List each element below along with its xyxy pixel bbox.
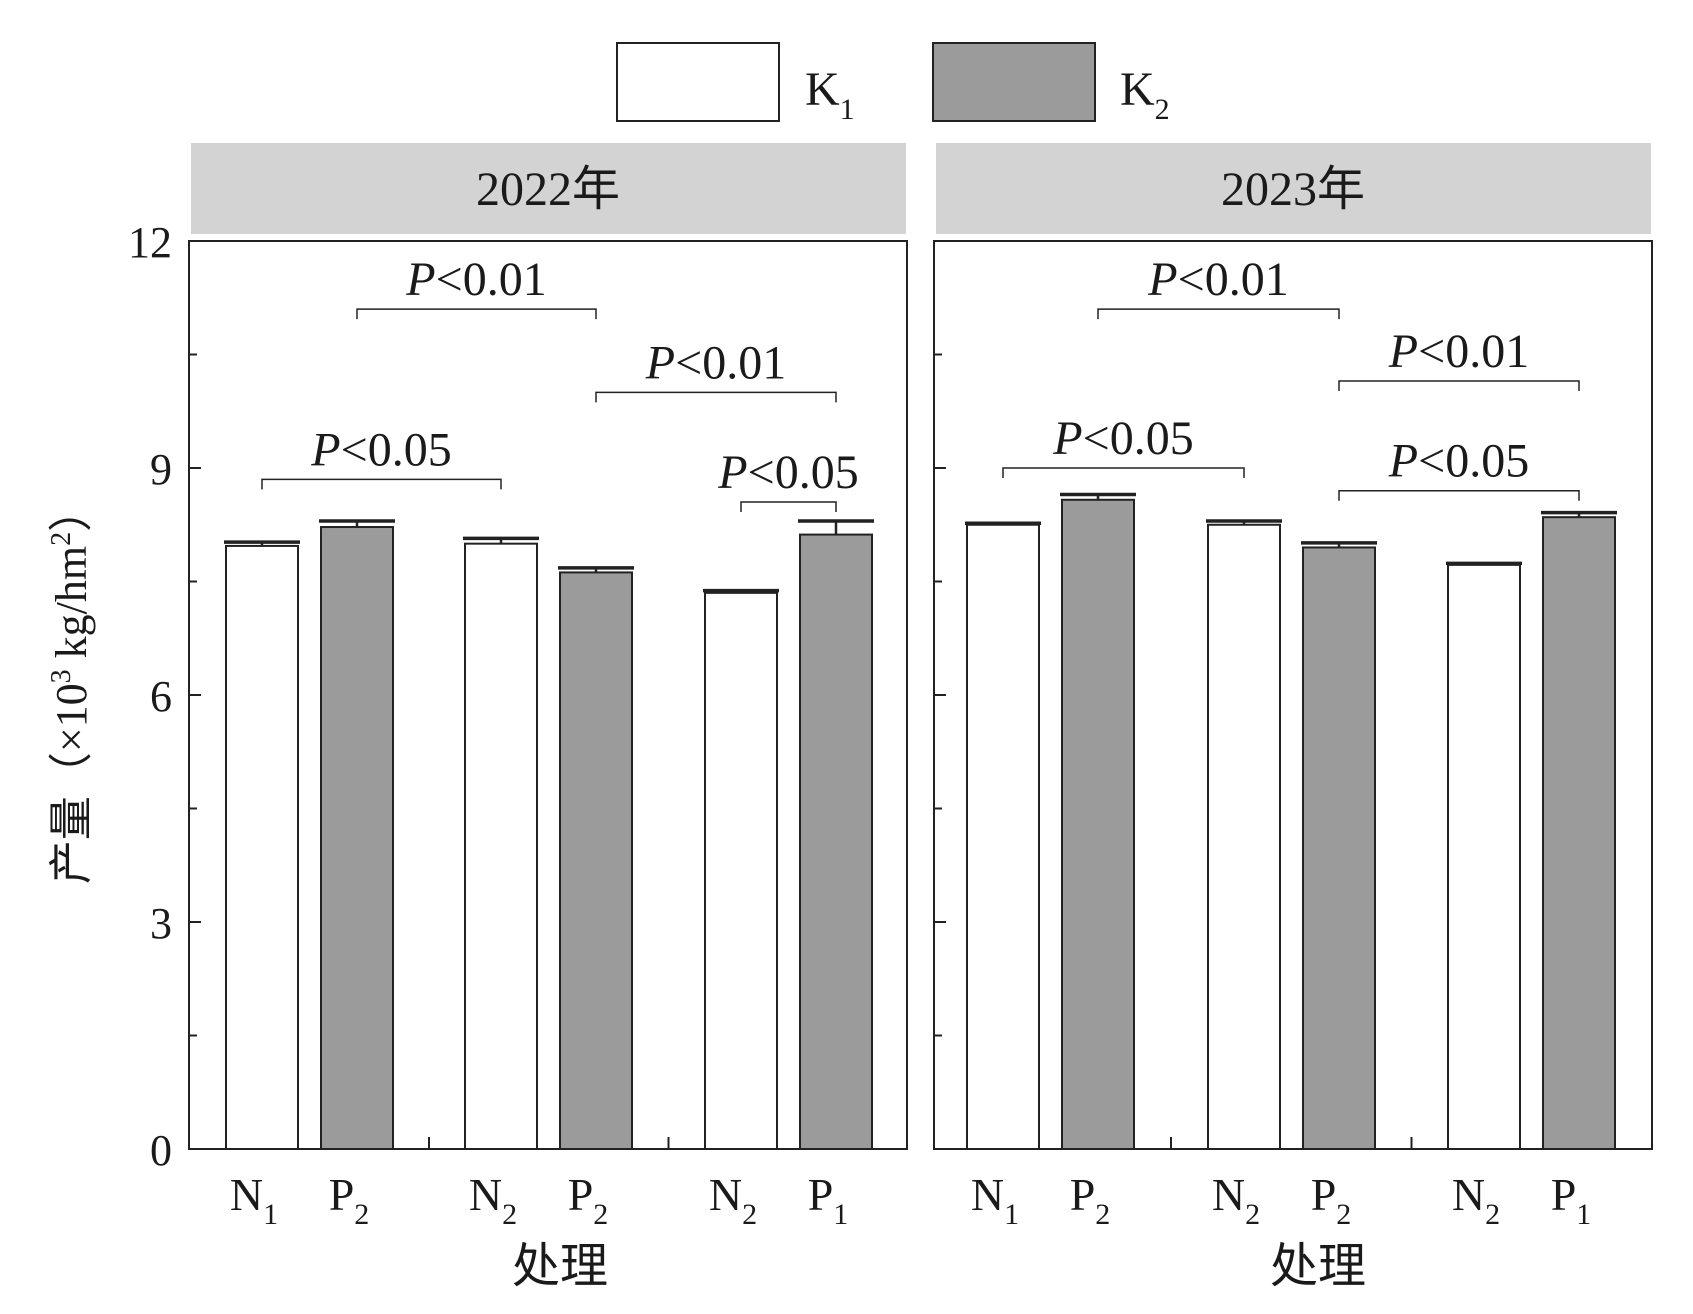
significance-label: P<0.01 [645,336,786,389]
y-axis-title: 产量（×103 kg/hm2） [46,488,96,884]
significance-label: P<0.05 [1052,412,1193,465]
y-ticks-2022 [189,240,670,1150]
significance-label: P<0.01 [1147,253,1288,306]
significance-brackets-2023: P<0.01 P<0.01 P<0.05 P<0.05 [1002,253,1580,501]
y-tick-label: 12 [128,218,172,267]
legend-swatch-k2 [932,42,1096,122]
bar [966,523,1040,1150]
x-tick-label: N2 [469,1169,517,1231]
legend-label-k2: K2 [1120,63,1170,126]
significance-brackets-2022: P<0.01 P<0.01 P<0.05 P<0.05 [261,253,859,513]
x-tick-label: P2 [568,1169,609,1231]
y-tick-labels-2022: 0 3 6 9 12 [128,218,172,1175]
legend-label-k1: K1 [805,63,855,126]
legend-swatch-k1 [616,42,780,122]
bar [799,533,873,1150]
x-tick-label: P2 [1311,1169,1352,1231]
significance-bracket [740,501,837,513]
x-tick-label: P2 [329,1169,370,1231]
significance-bracket [261,478,502,490]
bar [1061,498,1135,1150]
bar [704,591,778,1150]
panel-2023: 2023年 P<0.01P<0.01P<0.05 P<0.05 N1 P2 N2 P2 N… [933,143,1653,1293]
significance-label: P<0.05 [1388,435,1529,488]
x-tick-labels-2023: N1 P2 N2 P2 N2 P1 [971,1169,1591,1231]
x-tick-label: N2 [1452,1169,1500,1231]
x-tick-label: P2 [1070,1169,1111,1231]
significance-label: P<0.01 [1388,325,1529,378]
bars-2022 [224,519,874,1150]
panel-title-2023: 2023年 [1221,163,1365,216]
significance-bracket [1002,467,1245,478]
significance-bracket [1338,380,1580,391]
significance-label: P<0.05 [717,446,858,499]
panel-header-2023 [936,143,1651,234]
bar [225,544,299,1150]
y-tick-label: 3 [150,899,172,948]
bar [464,542,538,1150]
x-tick-label: N1 [971,1169,1019,1231]
x-tick-label: N2 [709,1169,757,1231]
x-axis-title-2023: 处理 [1270,1240,1366,1293]
bar [559,571,633,1150]
bars-2023 [965,492,1617,1150]
significance-label: P<0.05 [310,423,451,476]
significance-bracket [595,391,837,403]
x-axis-title-2022: 处理 [512,1240,608,1293]
bar [1447,563,1521,1150]
legend: K1 K2 [616,42,1170,126]
bar [1302,546,1376,1150]
x-tick-label: P1 [808,1169,849,1231]
significance-bracket [1338,489,1580,501]
significance-label: P<0.01 [405,253,546,306]
x-tick-labels-2022: N1 P2 N2 P2 N2 P1 [230,1169,848,1231]
panel-2022: 2022年 0 3 6 9 12 P<0.01P<0.01P<0.05 P<0.0… [128,143,908,1293]
panel-title-2022: 2022年 [476,163,620,216]
y-tick-label: 9 [150,445,172,494]
y-tick-label: 0 [150,1126,172,1175]
x-tick-label: P1 [1551,1169,1592,1231]
panel-header-2022 [191,143,906,234]
bar [1207,523,1281,1150]
significance-bracket [1097,308,1340,320]
x-tick-label: N1 [230,1169,278,1231]
significance-bracket [356,308,597,320]
y-ticks-2023 [934,240,1413,1150]
x-tick-label: N2 [1212,1169,1260,1231]
bar [1542,516,1616,1150]
bar [320,526,394,1150]
y-tick-label: 6 [150,672,172,721]
